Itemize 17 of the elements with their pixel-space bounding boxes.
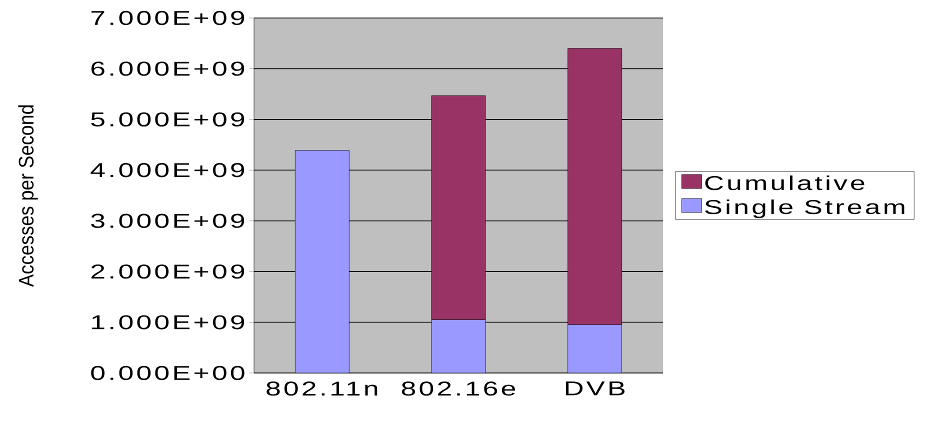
- y-tick-label: 0.000E+00: [91, 366, 244, 380]
- x-tick-label: DVB: [566, 382, 625, 396]
- y-tick-label: 3.000E+09: [91, 214, 244, 228]
- y-tick-label: 2.000E+09: [91, 264, 244, 279]
- y-tick-label: 4.000E+09: [90, 163, 244, 178]
- y-tick-label: 5.000E+09: [91, 112, 244, 126]
- x-tick-label: 802.11n: [266, 382, 378, 396]
- bar: [432, 320, 486, 373]
- y-tick-label: 7.000E+09: [91, 10, 244, 26]
- bar: [295, 150, 350, 373]
- y-tick-label: 1.000E+09: [92, 315, 244, 330]
- y-tick-label: 6.000E+09: [91, 62, 244, 76]
- y-axis-title: Accesses per Second: [18, 105, 38, 287]
- bar: [568, 324, 622, 373]
- x-tick-label: 802.16e: [402, 382, 516, 396]
- legend-label: Cumulative: [705, 176, 864, 190]
- legend-label: Single Stream: [705, 199, 904, 218]
